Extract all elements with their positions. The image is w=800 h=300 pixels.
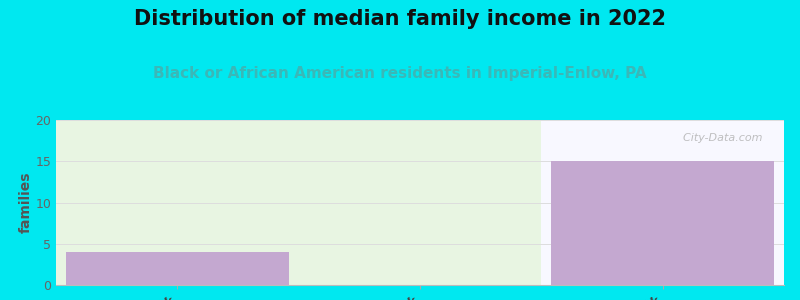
Text: City-Data.com: City-Data.com (676, 133, 762, 143)
Bar (66, 252, 289, 285)
Bar (56, 120, 542, 285)
Y-axis label: families: families (18, 172, 33, 233)
Bar (551, 161, 774, 285)
Text: Black or African American residents in Imperial-Enlow, PA: Black or African American residents in I… (153, 66, 647, 81)
Text: Distribution of median family income in 2022: Distribution of median family income in … (134, 9, 666, 29)
Bar (542, 120, 784, 285)
